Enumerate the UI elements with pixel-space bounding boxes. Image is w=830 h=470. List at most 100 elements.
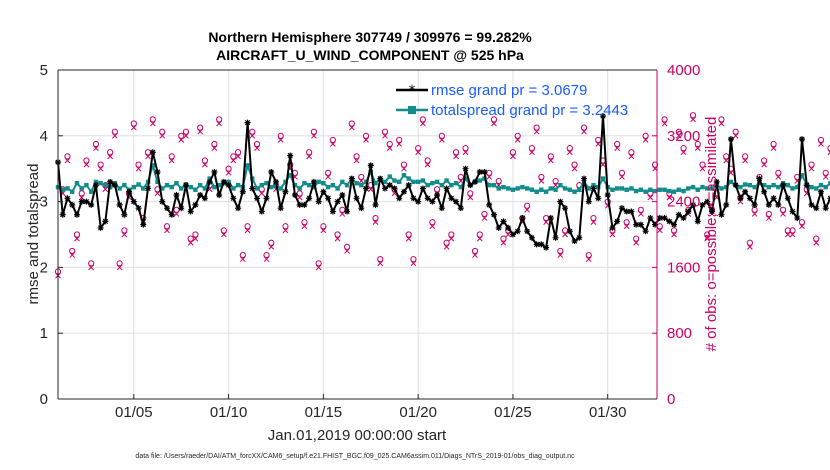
obs-assimilated-point [159,132,166,139]
totalspread-point [534,189,539,194]
obs-assimilated-point [315,264,322,271]
totalspread-point [354,180,359,186]
obs-possible-point [78,190,85,197]
rmse-point [770,195,777,202]
obs-assimilated-point [732,132,739,139]
obs-possible-point [552,177,559,185]
rmse-point [178,205,185,212]
obs-assimilated-point [107,153,113,160]
totalspread-point [633,188,639,194]
totalspread-point [444,178,449,183]
totalspread-point [359,182,364,188]
totalspread-point [463,176,468,181]
obs-assimilated-point [562,231,568,238]
obs-possible-point [201,157,209,164]
rmse-point [547,215,554,222]
rmse-point [784,195,791,202]
totalspread-point [600,176,606,181]
obs-assimilated-point [742,157,748,164]
totalspread-point [690,184,696,190]
obs-assimilated-point [320,227,327,234]
rmse-point [519,215,526,222]
obs-assimilated-point [358,178,365,184]
rmse-point [173,192,180,199]
rmse-point [163,205,170,212]
totalspread-point [254,186,260,191]
rmse-point [211,168,218,175]
obs-possible-point [561,227,569,234]
totalspread-point [709,186,715,191]
obs-assimilated-point [325,174,331,180]
totalspread-point [543,189,549,194]
totalspread-point [719,186,724,191]
totalspread-point [174,180,179,186]
obs-possible-point [746,239,753,246]
rmse-point [92,182,99,189]
totalspread-point [117,186,122,191]
obs-assimilated-point [149,120,156,127]
obs-assimilated-point [443,243,450,250]
legend: * rmse grand pr = 3.0679 totalspread gra… [396,82,628,119]
obs-possible-point [471,247,479,255]
obs-assimilated-point [197,128,204,135]
obs-assimilated-point [590,219,597,226]
obs-possible-point [775,169,782,176]
obs-assimilated-point [211,145,218,151]
obs-possible-point [680,145,687,152]
legend-rmse-marker: * [409,83,416,99]
obs-assimilated-point [424,161,431,168]
obs-assimilated-point [666,194,673,201]
rmse-point [476,168,483,175]
totalspread-point [335,186,340,191]
totalspread-point [283,179,288,185]
y-tick-label: 0 [40,391,48,408]
rmse-point [83,198,90,205]
obs-possible-point [301,219,308,226]
obs-possible-point [362,132,370,139]
obs-possible-point [211,140,218,148]
rmse-point [746,195,753,202]
obs-assimilated-point [661,120,668,127]
obs-possible-point [642,132,649,139]
obs-possible-point [149,116,156,123]
rmse-point [339,192,346,199]
obs-assimilated-point [566,149,573,156]
obs-possible-point [486,169,493,176]
rmse-point [618,205,625,212]
rmse-point [713,178,720,185]
totalspread-point [610,187,615,192]
chart-title-line-2: AIRCRAFT_U_WIND_COMPONENT @ 525 hPa [216,47,524,63]
rmse-point [495,224,502,231]
obs-assimilated-point [187,239,194,246]
obs-possible-point [580,124,588,131]
totalspread-point [321,180,326,186]
rmse-point [486,201,493,208]
rmse-point [291,192,298,199]
totalspread-point [614,186,620,191]
totalspread-point [84,182,89,188]
rmse-point [708,208,715,215]
obs-assimilated-point [524,206,531,213]
obs-possible-point [808,161,815,168]
totalspread-point [496,186,501,191]
rmse-point [391,185,398,192]
obs-assimilated-point [88,264,95,271]
y-tick-label: 2 [40,259,48,276]
obs-possible-point [182,128,190,135]
obs-assimilated-point [600,161,606,168]
obs-possible-point [514,132,521,139]
totalspread-point [667,188,672,194]
obs-assimilated-point [467,194,474,201]
obs-assimilated-point [268,243,275,250]
obs-assimilated-point [64,157,71,164]
totalspread-point [477,178,482,183]
obs-assimilated-point [216,120,222,127]
obs-possible-point [263,251,270,259]
totalspread-point [591,182,596,188]
y-right-tick-label: 1600 [667,259,700,276]
totalspread-point [264,180,269,186]
rmse-point [386,182,393,189]
totalspread-point [382,179,388,185]
obs-assimilated-point [765,215,772,221]
